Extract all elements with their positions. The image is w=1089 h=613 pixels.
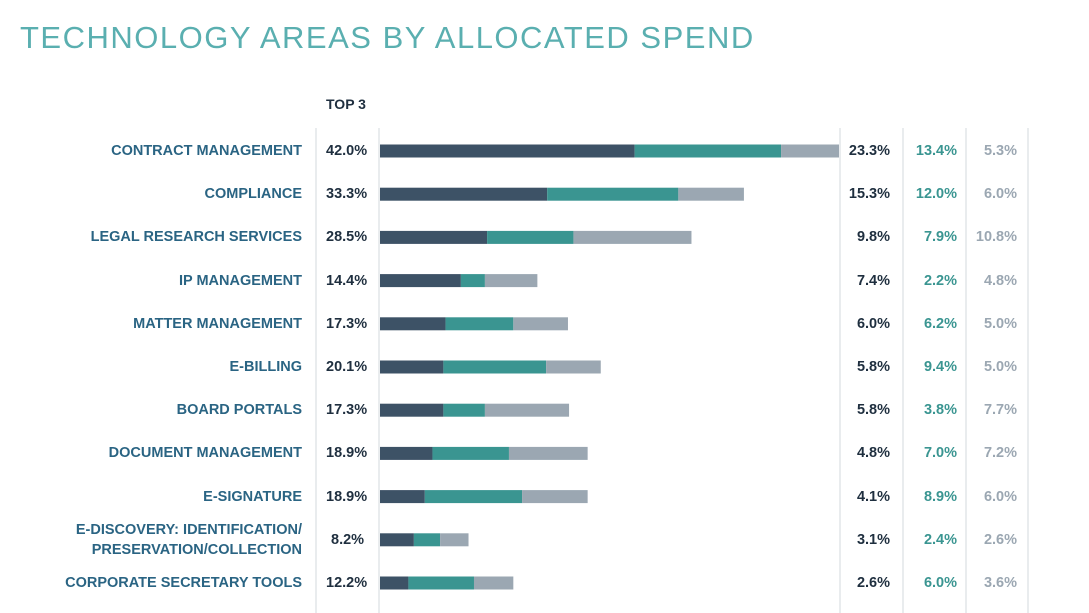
total-label: 18.9% (326, 445, 368, 462)
value-label: 6.0% (983, 186, 1017, 203)
bar-segment (445, 317, 514, 331)
total-label: 12.2% (326, 575, 368, 591)
bar-segment (508, 446, 588, 460)
bar-segment (413, 533, 441, 547)
value-label: 4.8% (856, 445, 890, 462)
bar-segment (380, 446, 433, 460)
total-label: 17.3% (326, 315, 368, 332)
bar-segment (634, 144, 782, 158)
total-label: 33.3% (326, 186, 368, 203)
total-label: 42.0% (326, 143, 368, 159)
bar-segment (443, 360, 547, 374)
value-label: 4.1% (856, 488, 890, 505)
value-label: 6.0% (923, 575, 957, 591)
bar-segment (380, 187, 548, 201)
value-label: 5.8% (856, 359, 890, 375)
category-label: MATTER MANAGEMENT (133, 315, 302, 332)
value-label: 2.6% (856, 575, 890, 591)
value-label: 5.0% (983, 359, 1017, 375)
bar-segment (380, 360, 444, 374)
value-label: 5.3% (983, 143, 1017, 159)
value-label: 6.2% (923, 315, 957, 332)
bar-segment (547, 187, 679, 201)
bar-segment (380, 317, 446, 331)
bar-segment (484, 403, 570, 417)
category-label: LEGAL RESEARCH SERVICES (90, 229, 302, 246)
total-label: 18.9% (326, 488, 368, 505)
value-label: 9.8% (856, 229, 890, 246)
value-label: 7.4% (856, 272, 890, 289)
value-label: 7.7% (983, 402, 1017, 419)
value-label: 10.8% (975, 229, 1017, 246)
value-label: 13.4% (915, 143, 957, 159)
bar-segment (380, 576, 409, 590)
value-label: 3.6% (983, 575, 1017, 591)
category-label: CONTRACT MANAGEMENT (111, 143, 302, 159)
bar-segment (440, 533, 469, 547)
value-label: 8.9% (923, 488, 957, 505)
bar-segment (573, 230, 692, 244)
value-label: 3.1% (856, 531, 890, 548)
bar-segment (408, 576, 474, 590)
value-label: 9.4% (923, 359, 957, 375)
bar-segment (380, 144, 635, 158)
total-label: 28.5% (326, 229, 368, 246)
category-label: IP MANAGEMENT (179, 272, 302, 289)
total-label: 14.4% (326, 272, 368, 289)
value-label: 5.0% (983, 315, 1017, 332)
bar-segment (380, 490, 425, 504)
bar-segment (678, 187, 744, 201)
value-label: 7.2% (983, 445, 1017, 462)
bar-segment (487, 230, 574, 244)
value-label: 5.8% (856, 402, 890, 419)
bar-segment (546, 360, 601, 374)
value-label: 15.3% (848, 186, 890, 203)
value-label: 2.4% (923, 531, 957, 548)
category-label: E-BILLING (229, 359, 303, 375)
category-label: E-SIGNATURE (203, 488, 302, 505)
bar-segment (432, 446, 509, 460)
column-header: TOP 3 (326, 96, 366, 112)
bar-segment (513, 317, 568, 331)
value-label: 3.8% (923, 402, 957, 419)
category-label: E-DISCOVERY: IDENTIFICATION/ PRESERVATIO… (75, 521, 302, 558)
category-label: BOARD PORTALS (176, 402, 302, 419)
bar-segment (380, 230, 488, 244)
bar-segment (460, 274, 485, 288)
value-label: 12.0% (915, 186, 957, 203)
value-label: 6.0% (856, 315, 890, 332)
value-label: 6.0% (983, 488, 1017, 505)
total-label: 20.1% (326, 359, 368, 375)
value-label: 7.0% (923, 445, 957, 462)
value-label: 4.8% (983, 272, 1017, 289)
bar-segment (380, 533, 414, 547)
bar-segment (781, 144, 839, 158)
category-label: DOCUMENT MANAGEMENT (108, 445, 302, 462)
value-label: 7.9% (923, 229, 957, 246)
bar-segment (522, 490, 588, 504)
total-label: 17.3% (326, 402, 368, 419)
bar-segment (380, 403, 444, 417)
bar-segment (380, 274, 461, 288)
value-label: 2.6% (983, 531, 1017, 548)
value-label: 2.2% (923, 272, 957, 289)
category-label: COMPLIANCE (204, 186, 302, 203)
bar-segment (424, 490, 523, 504)
bar-segment (484, 274, 538, 288)
bar-segment (443, 403, 485, 417)
category-label: CORPORATE SECRETARY TOOLS (65, 575, 302, 591)
total-label: 8.2% (331, 531, 365, 548)
value-label: 23.3% (848, 143, 890, 159)
bar-segment (473, 576, 514, 590)
chart-title: TECHNOLOGY AREAS BY ALLOCATED SPEND (20, 20, 755, 55)
